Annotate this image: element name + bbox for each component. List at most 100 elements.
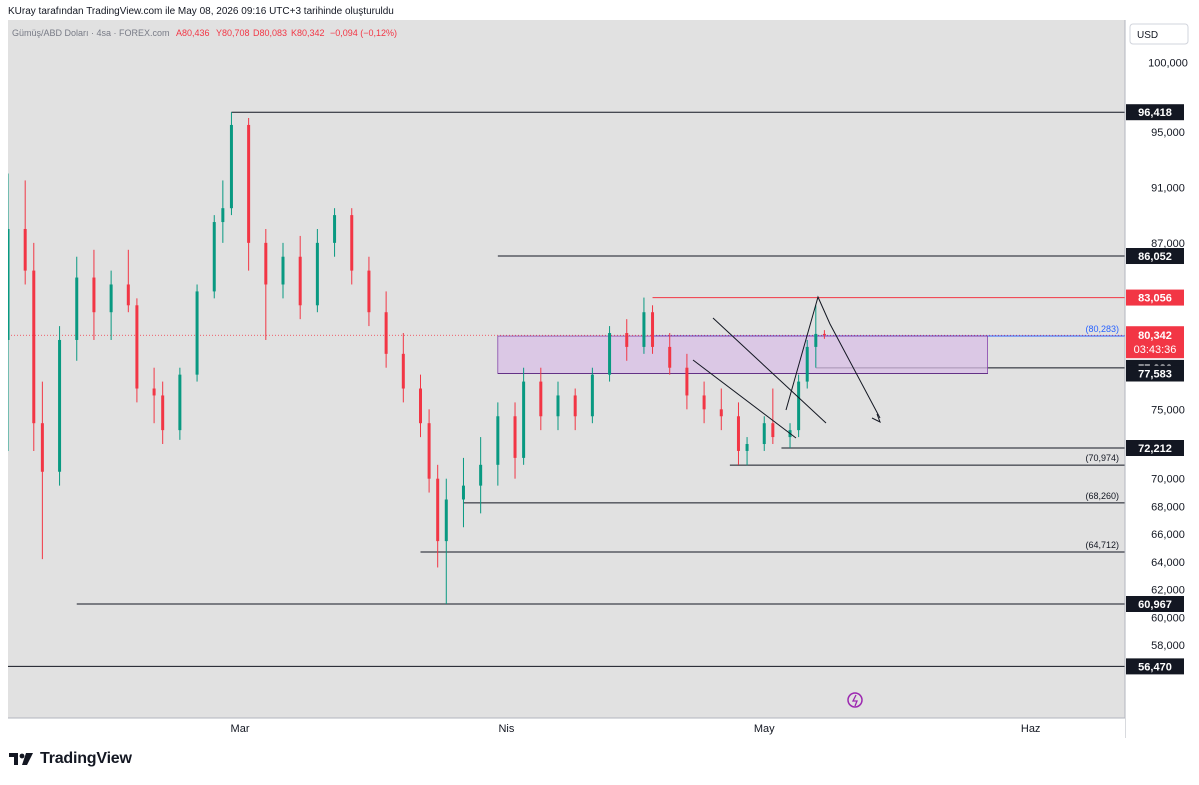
x-tick-label: Mar: [231, 723, 250, 735]
candle-body: [556, 395, 560, 417]
legend-close: K80,342: [291, 28, 325, 38]
x-tick-label: Haz: [1021, 723, 1041, 735]
candle-body: [479, 464, 483, 486]
candle-body: [281, 256, 285, 285]
candle-body: [212, 222, 216, 292]
candle-body: [221, 208, 225, 223]
channel-lower-line: [692, 359, 797, 439]
candle-body: [333, 215, 337, 243]
axis-layer: 100,000 95,000 91,000 87,000 75,000 70,000 68,…: [8, 20, 1193, 738]
candle-body: [608, 333, 612, 375]
candle-body: [496, 416, 500, 465]
level-price-label: 83,056: [1138, 293, 1172, 305]
y-tick-label: 60,000: [1151, 612, 1185, 624]
drawings-layer: [692, 295, 881, 708]
candle-body: [745, 444, 749, 451]
candle-body: [264, 242, 268, 285]
candle-body: [126, 284, 130, 306]
candle-body: [702, 395, 706, 410]
channel-upper-line: [712, 317, 827, 424]
candle-body: [161, 395, 165, 431]
candle-body: [40, 423, 44, 472]
candle-body: [152, 388, 156, 396]
candle-body: [92, 277, 96, 313]
annotated-level-label: (80,283): [1085, 324, 1119, 334]
candle-body: [736, 416, 740, 451]
candle-body: [814, 333, 818, 347]
candle-body: [427, 423, 431, 479]
candle-body: [762, 423, 766, 445]
level-price-label: 86,052: [1138, 251, 1172, 263]
level-price-tag: [1126, 658, 1184, 675]
candle-body: [32, 270, 36, 424]
projection-path: [785, 295, 881, 419]
legend-high: Y80,708: [216, 28, 250, 38]
legend-symbol: Gümüş/ABD Doları · 4sa · FOREX.com: [12, 28, 170, 38]
candle-body: [461, 485, 465, 500]
candle-body: [805, 346, 809, 382]
candles-layer: [6, 112, 826, 604]
level-price-tag: [1126, 248, 1184, 265]
candle-body: [401, 353, 405, 389]
replay-bolt-icon: [851, 694, 858, 707]
legend-open: A80,436: [176, 28, 210, 38]
tradingview-logo-icon: [9, 753, 33, 765]
level-price-tag: [1126, 289, 1184, 306]
level-price-tag: [1126, 365, 1184, 382]
zone-layer: [497, 335, 988, 374]
annotated-level-label: (64,712): [1085, 540, 1119, 550]
legend-change: −0,094 (−0,12%): [330, 28, 397, 38]
level-price-label: 77,583: [1138, 368, 1172, 380]
y-tick-label: 66,000: [1151, 529, 1185, 541]
candle-body: [513, 416, 517, 458]
bar-countdown-label: 03:43:36: [1134, 344, 1177, 356]
replay-icon[interactable]: [847, 692, 863, 708]
level-price-tag: [1126, 104, 1184, 121]
candle-body: [178, 374, 182, 431]
candle-body: [685, 367, 689, 396]
candle-body: [797, 381, 801, 431]
candle-body: [384, 312, 388, 354]
level-price-label: 60,967: [1138, 599, 1172, 611]
candle-body: [642, 312, 646, 347]
candle-body: [719, 409, 723, 417]
candle-body: [58, 339, 62, 472]
currency-label: USD: [1137, 30, 1158, 41]
tradingview-logo[interactable]: TradingView: [8, 750, 132, 768]
level-price-tag: [1126, 595, 1184, 612]
candle-body: [651, 312, 655, 347]
last-price-label: 80,342: [1138, 330, 1172, 342]
candle-body: [229, 124, 233, 209]
candle-body: [195, 291, 199, 375]
candle-body: [436, 478, 440, 542]
y-tick-label: 58,000: [1151, 640, 1185, 652]
candle-body: [247, 124, 251, 243]
candlestick-chart[interactable]: (80,283) (70,974) (68,260) (64,712) 100,000…: [6, 20, 1193, 738]
level-price-tag: [1126, 440, 1184, 457]
candle-body: [109, 284, 113, 313]
candle-body: [668, 346, 672, 368]
level-price-label: 96,418: [1138, 107, 1172, 119]
candle-body: [419, 388, 422, 424]
candle-body: [298, 256, 302, 306]
candle-body: [522, 381, 526, 458]
level-price-label: 72,212: [1138, 443, 1172, 455]
annotated-level-label: (68,260): [1085, 491, 1119, 501]
candle-body: [315, 242, 319, 306]
candle-body: [539, 381, 543, 417]
annotated-level-label: (70,974): [1085, 453, 1119, 463]
legend-low: D80,083: [253, 28, 287, 38]
x-tick-label: May: [754, 723, 775, 735]
candle-body: [135, 305, 139, 389]
currency-selector[interactable]: USD: [1129, 23, 1189, 45]
candle-body: [6, 228, 10, 340]
candle-body: [573, 395, 577, 417]
tradingview-logo-text: TradingView: [40, 750, 132, 767]
chart-frame: (80,283) (70,974) (68,260) (64,712) 100,000…: [6, 20, 1193, 738]
legend-row: Gümüş/ABD Doları · 4sa · FOREX.com A80,4…: [12, 28, 397, 38]
chart-author-note: KUray tarafından TradingView.com ile May…: [8, 6, 394, 17]
level-price-label: 56,470: [1138, 661, 1172, 673]
candle-body: [350, 215, 354, 271]
zone-rectangle: [497, 335, 988, 374]
time-axis: [8, 718, 1125, 738]
